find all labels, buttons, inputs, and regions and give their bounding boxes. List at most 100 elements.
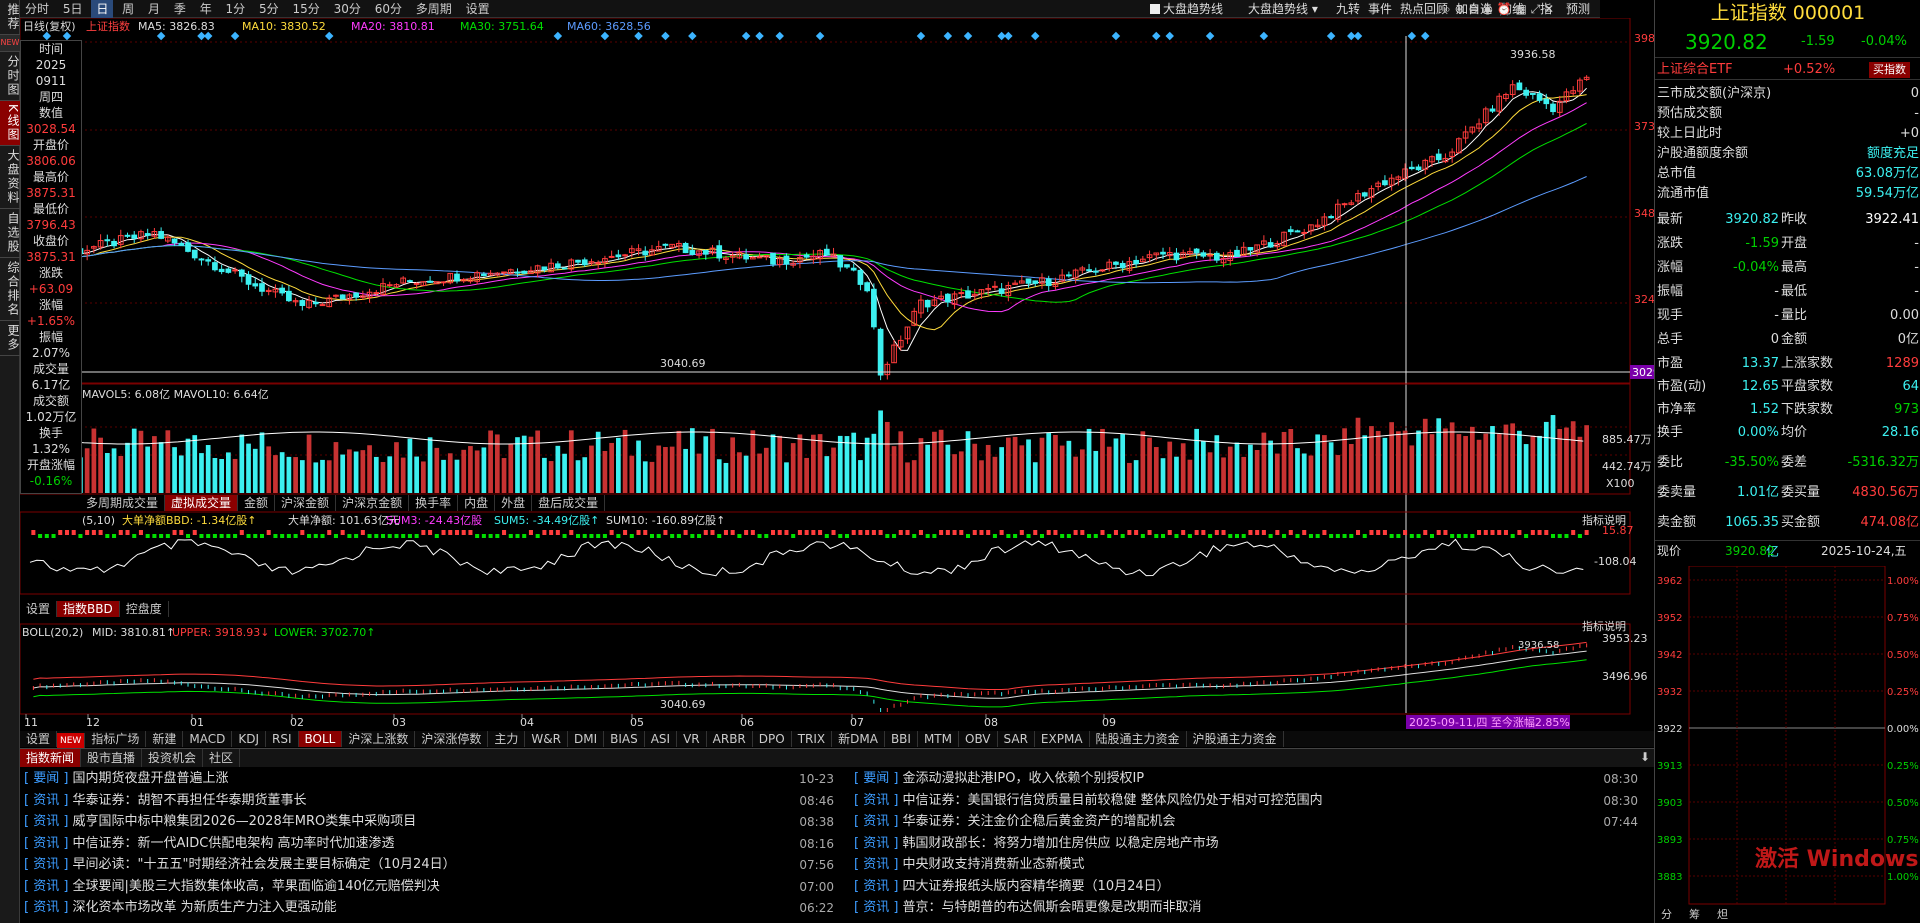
indicator-tab[interactable]: W&R bbox=[525, 731, 568, 747]
period-week[interactable]: 周 bbox=[122, 2, 135, 16]
news-title[interactable]: 深化资本市场改革 为新质生产力注入更强动能 bbox=[68, 900, 337, 915]
news-title[interactable]: 早间必读："十五五"时期经济社会发展主要目标确定（10月24日） bbox=[68, 857, 456, 872]
event-marker[interactable] bbox=[1353, 31, 1363, 41]
bbd-tab[interactable]: 控盘度 bbox=[120, 601, 169, 617]
indicator-tab[interactable]: 陆股通主力资金 bbox=[1090, 731, 1187, 747]
news-item[interactable]: [ 资讯 ] 普京：与特朗普的布达佩斯会晤更像是改期而非取消 bbox=[854, 898, 1202, 918]
period-timeshare[interactable]: 分时 bbox=[25, 2, 50, 16]
indicator-tab[interactable]: SAR bbox=[998, 731, 1035, 747]
bbd-tab[interactable]: 指数BBD bbox=[57, 601, 120, 617]
indicator-tab[interactable]: 沪深涨停数 bbox=[415, 731, 489, 747]
bbd-tab[interactable]: 设置 bbox=[20, 601, 58, 617]
indicator-tab[interactable]: ASI bbox=[645, 731, 678, 747]
indicator-tab[interactable]: ARBR bbox=[707, 731, 753, 747]
bottom-btn-3[interactable]: 炟 bbox=[1717, 908, 1728, 921]
news-item[interactable]: [ 资讯 ] 中信证券：新一代AIDC供配电架构 高功率时代加速渗透 bbox=[24, 834, 395, 854]
indicator-tab[interactable]: BOLL bbox=[298, 731, 343, 747]
news-title[interactable]: 中央财政支持消费新业态新模式 bbox=[898, 857, 1085, 872]
left-nav-ranking[interactable]: 综合排名 bbox=[0, 258, 20, 321]
bbd-explain-link[interactable]: 指标说明 bbox=[1582, 513, 1626, 527]
event-marker[interactable] bbox=[230, 31, 240, 41]
news-item[interactable]: [ 要闻 ] 国内期货夜盘开盘普遍上涨 bbox=[24, 769, 229, 789]
event-marker[interactable] bbox=[1031, 31, 1040, 41]
event-marker[interactable] bbox=[62, 31, 72, 41]
left-nav-kline[interactable]: K线图 bbox=[0, 101, 20, 146]
close-icon[interactable]: ✕ bbox=[1544, 2, 1555, 16]
news-item[interactable]: [ 资讯 ] 全球要闻|美股三大指数集体收高，苹果面临逾140亿元赔偿判决 bbox=[24, 877, 440, 897]
ma-button[interactable]: 均线 bbox=[1500, 2, 1525, 16]
boll-explain-link[interactable]: 指标说明 bbox=[1582, 619, 1626, 633]
trendline-checkbox[interactable]: 大盘趋势线 bbox=[1150, 0, 1223, 18]
news-item[interactable]: [ 资讯 ] 中央财政支持消费新业态新模式 bbox=[854, 855, 1085, 875]
news-title[interactable]: 全球要闻|美股三大指数集体收高，苹果面临逾140亿元赔偿判决 bbox=[68, 878, 440, 894]
search-icon[interactable]: ⌕ bbox=[1444, 2, 1451, 16]
buy-index-button[interactable]: 买指数 bbox=[1869, 62, 1910, 78]
event-marker[interactable] bbox=[775, 31, 784, 41]
period-1min[interactable]: 1分 bbox=[225, 2, 246, 16]
news-title[interactable]: 四大证券报纸头版内容精华摘要（10月24日） bbox=[898, 878, 1170, 894]
zoom-out-icon[interactable]: ⊖ bbox=[1468, 2, 1479, 16]
indicator-tab[interactable]: 新DMA bbox=[832, 731, 885, 747]
news-title[interactable]: 国内期货夜盘开盘普遍上涨 bbox=[68, 771, 229, 786]
event-marker[interactable] bbox=[1152, 31, 1161, 41]
event-marker[interactable] bbox=[916, 31, 926, 41]
news-title[interactable]: 韩国财政部长：将努力增加住房供应 以稳定房地产市场 bbox=[898, 835, 1219, 851]
event-marker[interactable] bbox=[156, 31, 166, 41]
indicator-tab[interactable]: DMI bbox=[568, 731, 605, 747]
indicator-tab[interactable]: 沪深上涨数 bbox=[342, 731, 416, 747]
news-tab[interactable]: 指数新闻 bbox=[20, 749, 82, 767]
news-title[interactable]: 中信证券：新一代AIDC供配电架构 高功率时代加速渗透 bbox=[68, 835, 395, 851]
event-marker[interactable] bbox=[324, 31, 334, 41]
news-tab[interactable]: 社区 bbox=[203, 749, 241, 767]
indicator-tab[interactable]: RSI bbox=[266, 731, 299, 747]
event-marker[interactable] bbox=[1205, 31, 1215, 41]
period-quarter[interactable]: 季 bbox=[173, 2, 186, 16]
event-marker[interactable] bbox=[600, 31, 610, 41]
period-multi[interactable]: 多周期 bbox=[415, 2, 452, 16]
indicator-tab[interactable]: MTM bbox=[918, 731, 959, 747]
news-item[interactable]: [ 资讯 ] 威亨国际中标中粮集团2026—2028年MRO类集中采购项目 bbox=[24, 812, 416, 832]
indicator-tab[interactable]: 新建 bbox=[146, 731, 184, 747]
event-marker[interactable] bbox=[553, 31, 563, 41]
indicator-tab[interactable]: 主力 bbox=[488, 731, 526, 747]
news-title[interactable]: 华泰证券：胡智不再担任华泰期货董事长 bbox=[68, 792, 307, 808]
left-nav-market-info[interactable]: 大盘资料 bbox=[0, 146, 20, 209]
news-title[interactable]: 中信证券：美国银行信贷质量目前较稳健 整体风险仍处于相对可控范围内 bbox=[898, 792, 1323, 808]
news-title[interactable]: 金添动漫拟赴港IPO，收入依赖个别授权IP bbox=[898, 771, 1145, 786]
event-marker[interactable] bbox=[1407, 31, 1417, 41]
volume-tab[interactable]: 内盘 bbox=[458, 495, 496, 511]
event-marker[interactable] bbox=[943, 31, 953, 41]
event-marker[interactable] bbox=[203, 31, 213, 41]
bottom-btn-1[interactable]: 分 bbox=[1661, 908, 1672, 921]
indicator-tab[interactable]: 指标广场 bbox=[85, 731, 147, 747]
news-item[interactable]: [ 资讯 ] 韩国财政部长：将努力增加住房供应 以稳定房地产市场 bbox=[854, 834, 1219, 854]
forecast-button[interactable]: 预测 bbox=[1566, 2, 1591, 16]
add-watchlist-button[interactable]: 加自选 bbox=[1456, 2, 1493, 16]
event-marker[interactable] bbox=[42, 31, 52, 41]
news-item[interactable]: [ 要闻 ] 金添动漫拟赴港IPO，收入依赖个别授权IP bbox=[854, 769, 1144, 789]
news-tab[interactable]: 投资机会 bbox=[142, 749, 204, 767]
event-marker[interactable] bbox=[1111, 31, 1121, 41]
eye-icon[interactable]: ◉ bbox=[1482, 2, 1493, 16]
period-year[interactable]: 年 bbox=[199, 2, 212, 16]
indicator-tab[interactable]: 设置 bbox=[20, 731, 58, 747]
period-15min[interactable]: 15分 bbox=[292, 2, 320, 16]
event-marker[interactable] bbox=[755, 31, 764, 41]
settings-button[interactable]: 设置 bbox=[465, 2, 490, 16]
indicator-tab[interactable]: MACD bbox=[183, 731, 233, 747]
event-marker[interactable] bbox=[815, 31, 825, 41]
indicator-tab[interactable]: KDJ bbox=[232, 731, 267, 747]
left-nav-timeshare[interactable]: 分时图 bbox=[0, 52, 20, 101]
period-60min[interactable]: 60分 bbox=[374, 2, 402, 16]
indicator-tab[interactable]: BBI bbox=[885, 731, 918, 747]
index-button[interactable]: 指 bbox=[1540, 2, 1553, 16]
alarm-icon[interactable]: ⏰ bbox=[1496, 2, 1512, 16]
news-tab[interactable]: 股市直播 bbox=[81, 749, 143, 767]
left-nav-recommend[interactable]: 推荐 bbox=[0, 0, 20, 35]
indicator-tab[interactable]: EXPMA bbox=[1035, 731, 1090, 747]
volume-tab[interactable]: 虚拟成交量 bbox=[165, 495, 239, 511]
indicator-tab[interactable]: OBV bbox=[959, 731, 998, 747]
news-item[interactable]: [ 资讯 ] 中信证券：美国银行信贷质量目前较稳健 整体风险仍处于相对可控范围内 bbox=[854, 791, 1323, 811]
left-nav-watchlist[interactable]: 自选股 bbox=[0, 209, 20, 258]
news-item[interactable]: [ 资讯 ] 深化资本市场改革 为新质生产力注入更强动能 bbox=[24, 898, 337, 918]
